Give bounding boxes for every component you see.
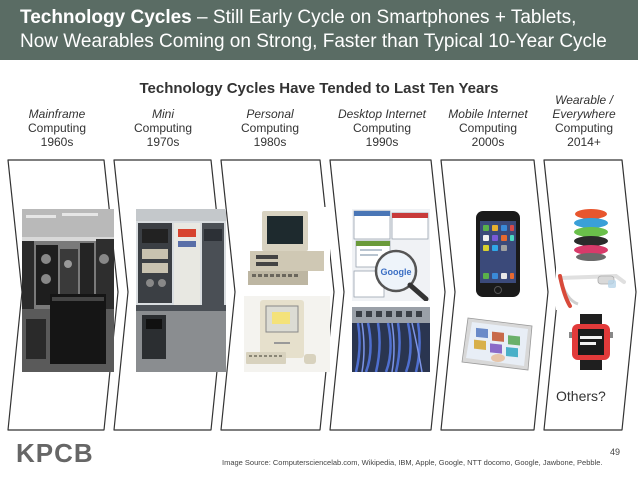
cycle-era: 2000s: [471, 135, 505, 149]
cycle-type: Computing: [352, 121, 412, 135]
cycle-name: Desktop Internet: [337, 107, 427, 121]
tablet-photo: [458, 312, 538, 374]
cycle-era: 2014+: [567, 135, 601, 149]
cycle-type: Computing: [133, 121, 193, 135]
cycle-label-desktop-internet: Desktop Internet Computing 1990s: [328, 107, 436, 149]
slide-subtitle: Technology Cycles Have Tended to Last Te…: [139, 80, 499, 97]
cycle-label-mainframe: Mainframe Computing 1960s: [12, 107, 102, 149]
mainframe-photo: [22, 209, 114, 372]
page-number: 49: [610, 447, 621, 457]
cycle-label-personal: Personal Computing 1980s: [225, 107, 315, 149]
cycle-era: 1990s: [365, 135, 399, 149]
macintosh-photo: [244, 296, 330, 372]
ibm-pc-photo: [244, 207, 330, 293]
wristbands-photo: [568, 206, 614, 262]
cycle-type: Computing: [458, 121, 518, 135]
image-source-note: Image Source: Computersciencelab.com, Wi…: [222, 458, 603, 467]
cycle-name: Personal: [246, 107, 294, 121]
cycle-name: Mainframe: [28, 107, 86, 121]
cycle-type: Computing: [554, 121, 614, 135]
cycle-type: Computing: [240, 121, 300, 135]
network-cables-photo: [352, 307, 430, 372]
cycle-era: 1970s: [146, 135, 180, 149]
cycle-label-mobile-internet: Mobile Internet Computing 2000s: [438, 107, 538, 149]
cycle-name: Wearable /: [555, 93, 613, 107]
minicomputer-photo: [136, 209, 226, 372]
header-line-1: Technology Cycles – Still Early Cycle on…: [20, 6, 638, 30]
chevron-personal: [220, 159, 335, 431]
cycle-era: 1960s: [40, 135, 74, 149]
google-glass-photo: [556, 266, 628, 310]
iphone-photo: [472, 209, 524, 299]
chevron-mini: [113, 159, 226, 431]
svg-text:Google: Google: [381, 267, 412, 277]
chevron-desktop-internet: [329, 159, 446, 431]
chevron-mobile-internet: [440, 159, 549, 431]
header-title-bold: Technology Cycles: [20, 7, 192, 28]
cycle-era: 1980s: [253, 135, 287, 149]
desktop-internet-screens-photo: Google: [352, 209, 430, 301]
header-line-2: Now Wearables Coming on Strong, Faster t…: [20, 31, 607, 52]
cycle-type: Computing: [27, 121, 87, 135]
pebble-watch-photo: [566, 314, 616, 370]
cycle-label-wearable: Wearable / Everywhere Computing 2014+: [538, 93, 630, 149]
slide-header: Technology Cycles – Still Early Cycle on…: [0, 0, 638, 60]
others-label: Others?: [556, 388, 606, 404]
kpcb-logo: KPCB: [16, 438, 94, 468]
cycle-name: Mobile Internet: [448, 107, 528, 121]
header-title-rest: – Still Early Cycle on Smartphones + Tab…: [191, 7, 577, 28]
cycle-name: Mini: [151, 107, 174, 121]
cycle-label-mini: Mini Computing 1970s: [118, 107, 208, 149]
cycle-name-2: Everywhere: [552, 107, 616, 121]
